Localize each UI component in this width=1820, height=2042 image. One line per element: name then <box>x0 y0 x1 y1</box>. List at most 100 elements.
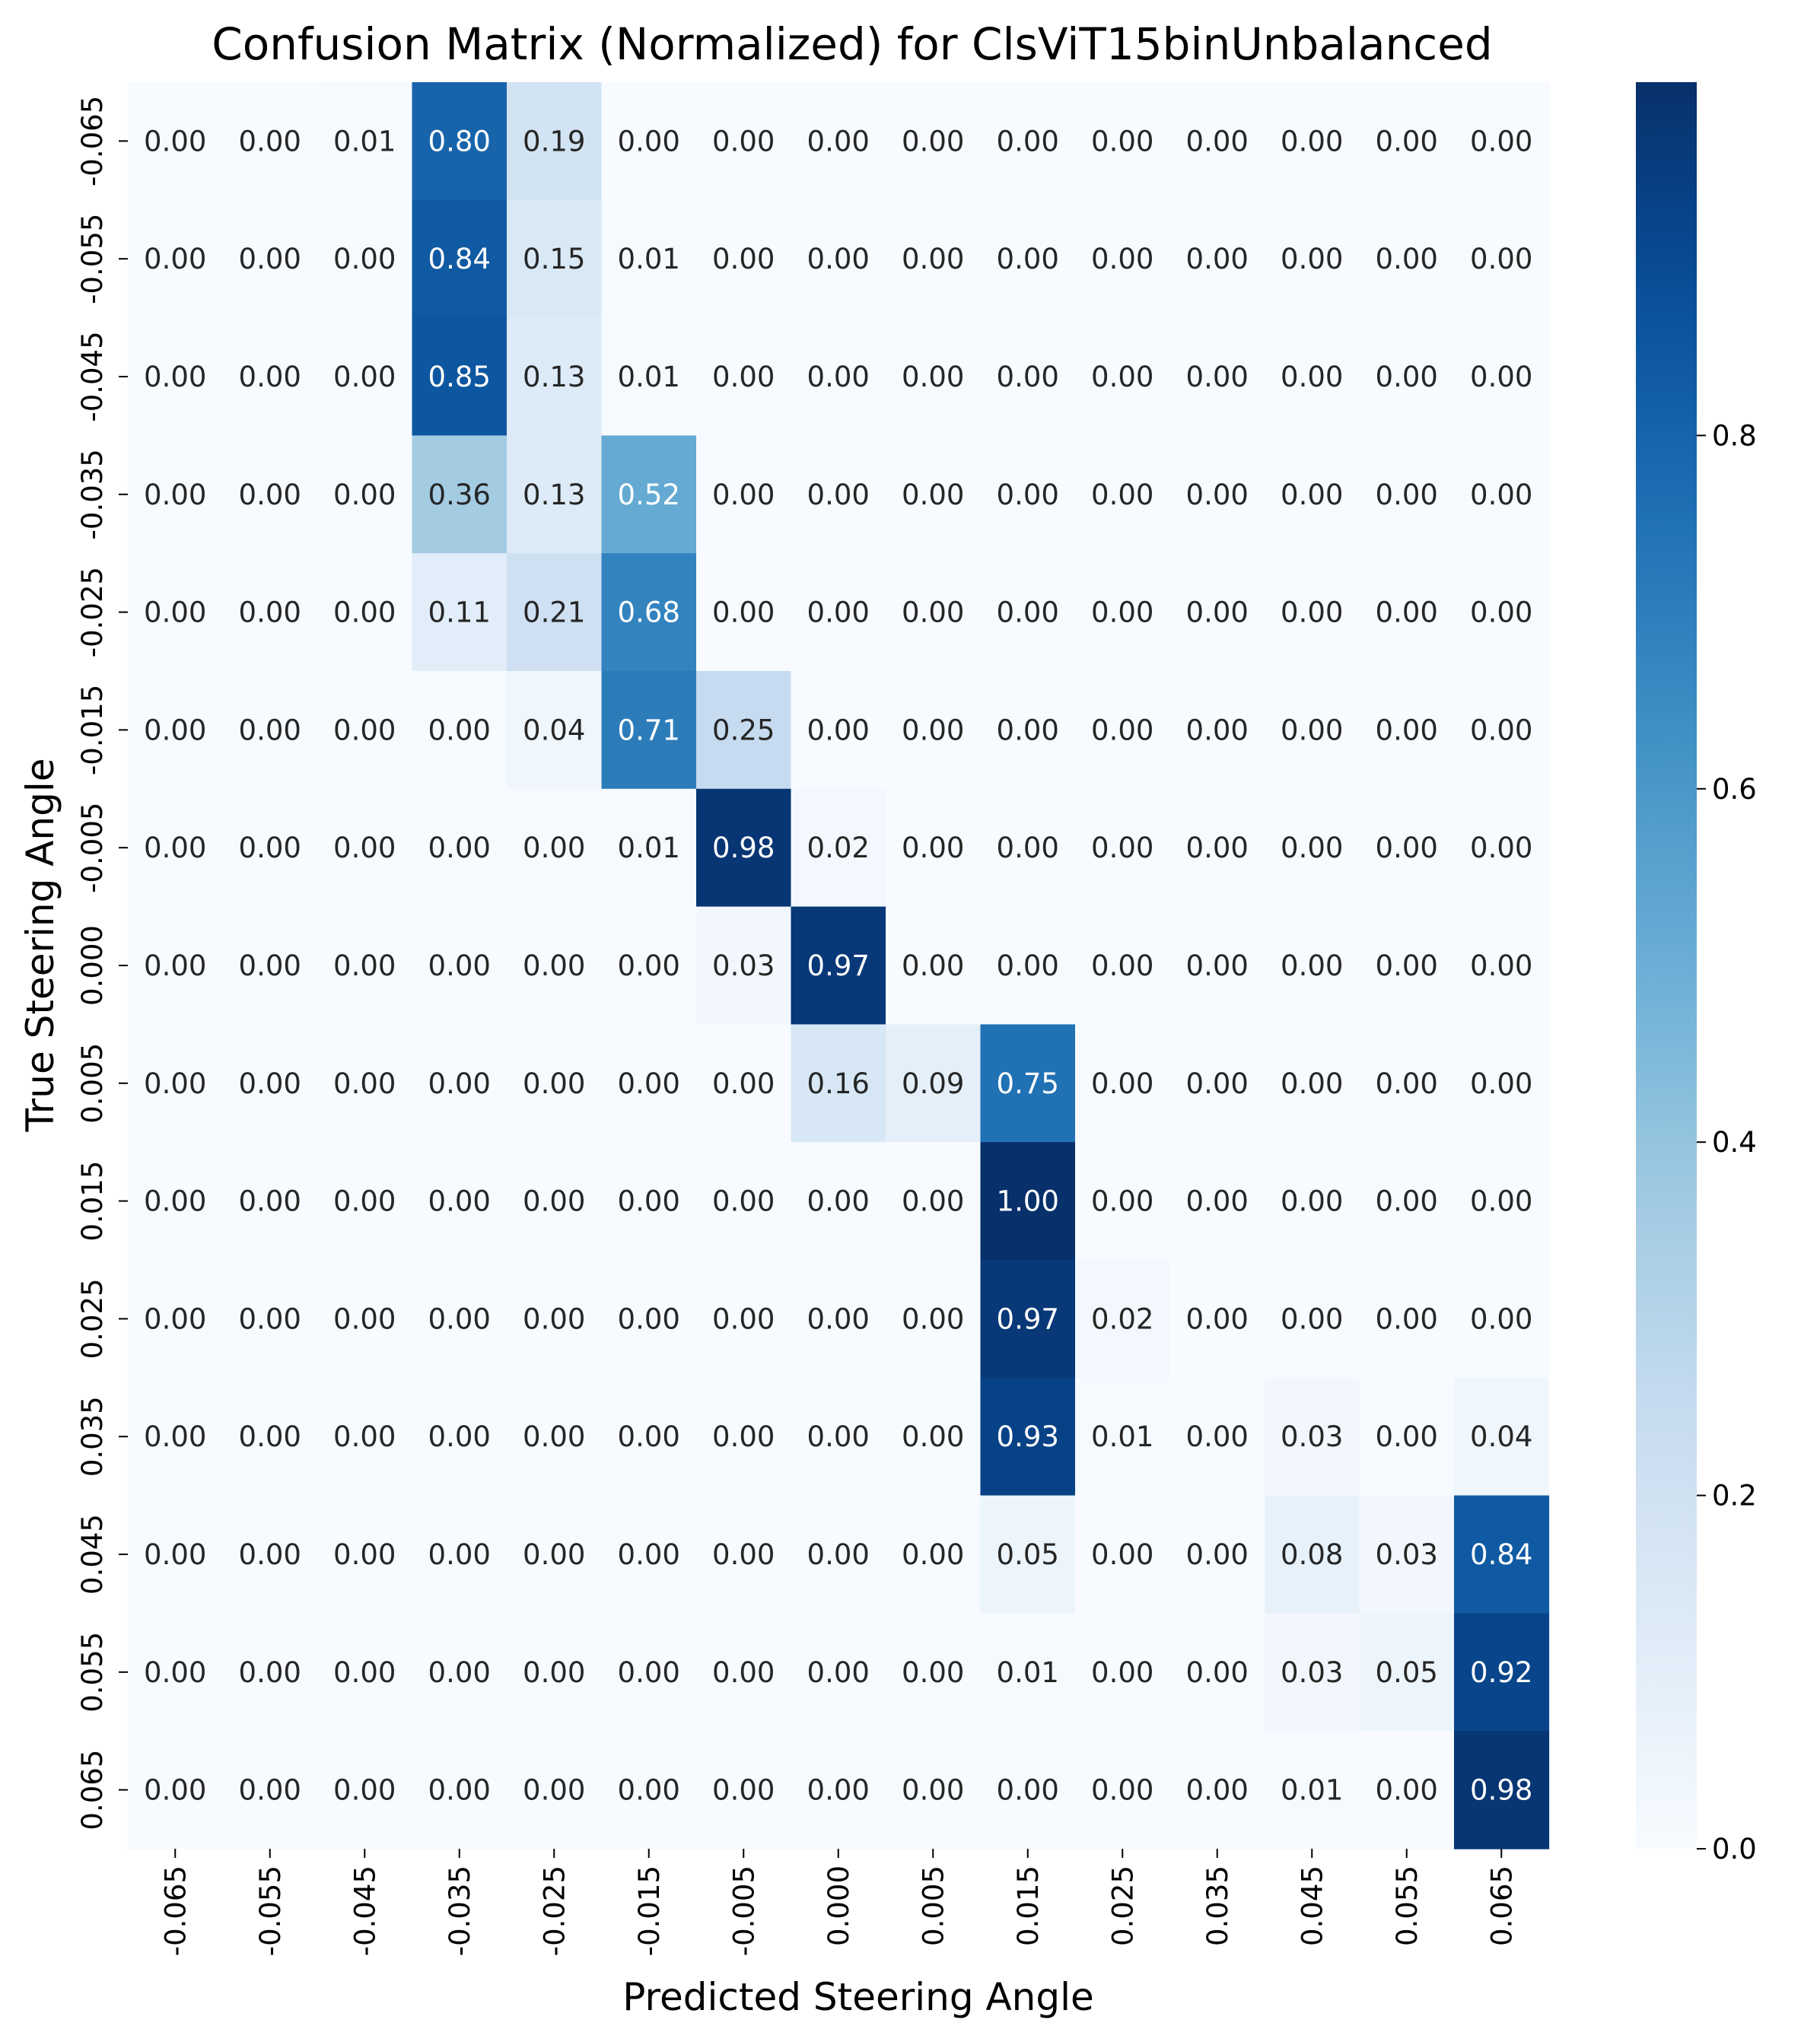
cell-value-label: 0.00 <box>1470 1185 1532 1218</box>
heatmap-cell <box>696 1731 792 1850</box>
heatmap-cell <box>601 1377 697 1497</box>
heatmap-cell <box>507 553 603 672</box>
cell-value-label: 0.00 <box>997 596 1059 629</box>
heatmap-cell <box>1169 1260 1265 1379</box>
heatmap-cell <box>1169 199 1265 319</box>
cell-value-label: 0.00 <box>1376 949 1438 982</box>
heatmap-cell <box>317 435 413 554</box>
heatmap-cell <box>791 1142 886 1261</box>
heatmap-cell <box>980 1024 1076 1143</box>
heatmap-cell <box>1075 1142 1171 1261</box>
heatmap-cell <box>601 906 697 1025</box>
cell-value-label: 0.00 <box>144 479 206 511</box>
cell-value-label: 0.00 <box>1186 125 1249 157</box>
cell-value-label: 0.00 <box>1376 1067 1438 1100</box>
cell-value-label: 0.00 <box>239 714 301 746</box>
heatmap-cell <box>601 1613 697 1732</box>
cell-value-label: 0.00 <box>333 1185 396 1218</box>
cell-value-label: 0.16 <box>807 1067 870 1100</box>
cell-value-label: 0.00 <box>1376 125 1438 157</box>
heatmap-cell <box>1265 82 1360 201</box>
cell-value-label: 0.00 <box>523 1185 585 1218</box>
heatmap-cell <box>1075 1495 1171 1614</box>
heatmap-cell <box>980 1613 1076 1732</box>
heatmap-cell <box>128 1731 224 1850</box>
heatmap-cell <box>1265 435 1360 554</box>
cell-value-label: 0.03 <box>1281 1656 1343 1689</box>
cell-value-label: 0.85 <box>428 361 491 393</box>
heatmap-cell <box>791 553 886 672</box>
heatmap-cell <box>317 317 413 436</box>
cell-value-label: 0.00 <box>1376 361 1438 393</box>
cell-value-label: 0.00 <box>333 1538 396 1571</box>
heatmap-cell <box>317 1613 413 1732</box>
heatmap-cell <box>601 553 697 672</box>
cell-value-label: 0.00 <box>618 125 680 157</box>
cell-value-label: 0.00 <box>1376 243 1438 275</box>
cell-value-label: 0.00 <box>1470 361 1532 393</box>
cell-value-label: 0.00 <box>1186 1302 1249 1335</box>
cell-value-label: 0.00 <box>428 1538 491 1571</box>
cell-value-label: 0.00 <box>1186 1185 1249 1218</box>
cell-value-label: 0.00 <box>712 596 775 629</box>
cell-value-label: 0.00 <box>807 714 870 746</box>
heatmap-cell <box>696 1377 792 1497</box>
cell-value-label: 0.00 <box>333 832 396 864</box>
cell-value-label: 0.00 <box>618 1420 680 1453</box>
heatmap-cell <box>791 199 886 319</box>
x-axis-label: Predicted Steering Angle <box>622 1975 1094 2019</box>
heatmap-cell <box>317 82 413 201</box>
y-axis: -0.065 -0.055 -0.045 -0.035 -0.025 -0.015 -0.0… <box>76 96 128 1830</box>
cell-value-label: 0.00 <box>902 1656 964 1689</box>
x-tick-label: 0.045 <box>1296 1865 1328 1946</box>
cell-value-label: 0.00 <box>1470 949 1532 982</box>
heatmap-cell <box>696 788 792 908</box>
heatmap-cell <box>1075 1260 1171 1379</box>
cell-value-label: 0.00 <box>1091 1185 1153 1218</box>
heatmap-cell <box>1454 1142 1550 1261</box>
cell-value-label: 0.00 <box>1186 1774 1249 1807</box>
heatmap-cell <box>412 1260 508 1379</box>
heatmap-cell <box>1359 1260 1455 1379</box>
heatmap-cell <box>412 435 508 554</box>
x-tick-label: -0.035 <box>444 1865 476 1956</box>
cell-value-label: 0.00 <box>1091 714 1153 746</box>
cell-value-label: 0.00 <box>1091 1538 1153 1571</box>
cell-value-label: 0.00 <box>1281 1185 1343 1218</box>
heatmap-cell <box>1169 1731 1265 1850</box>
heatmap-cell <box>1265 1142 1360 1261</box>
x-tick-label: 0.005 <box>917 1865 950 1946</box>
heatmap-cell <box>791 1024 886 1143</box>
cell-value-label: 0.00 <box>428 949 491 982</box>
heatmap-cell <box>601 435 697 554</box>
cell-value-label: 0.00 <box>239 125 301 157</box>
cell-value-label: 0.00 <box>1281 1067 1343 1100</box>
heatmap-cell <box>222 199 318 319</box>
y-tick-label: -0.045 <box>76 331 109 421</box>
y-tick-label: 0.055 <box>76 1632 109 1713</box>
heatmap-cell <box>507 1260 603 1379</box>
cell-value-label: 0.03 <box>712 949 775 982</box>
cell-value-label: 0.05 <box>1376 1656 1438 1689</box>
heatmap-cell <box>980 199 1076 319</box>
cell-value-label: 0.80 <box>428 125 491 157</box>
heatmap-cell <box>886 553 982 672</box>
cell-value-label: 0.00 <box>1091 243 1153 275</box>
cell-value-label: 0.00 <box>239 1656 301 1689</box>
y-tick-label: 0.065 <box>76 1750 109 1830</box>
heatmap-cell <box>128 1142 224 1261</box>
cell-value-label: 0.00 <box>1376 832 1438 864</box>
x-tick-label: -0.005 <box>727 1865 760 1956</box>
heatmap-cell <box>507 788 603 908</box>
heatmap-cell <box>222 788 318 908</box>
y-tick-label: -0.015 <box>76 685 109 775</box>
cell-value-label: 0.04 <box>1470 1420 1532 1453</box>
cell-value-label: 0.00 <box>1470 1302 1532 1335</box>
heatmap-cell <box>128 317 224 436</box>
cell-value-label: 0.00 <box>239 949 301 982</box>
cell-value-label: 0.00 <box>1091 832 1153 864</box>
y-tick-label: 0.000 <box>76 925 109 1006</box>
cell-value-label: 0.00 <box>807 1185 870 1218</box>
heatmap-cell <box>1359 1024 1455 1143</box>
heatmap-cell <box>1169 435 1265 554</box>
